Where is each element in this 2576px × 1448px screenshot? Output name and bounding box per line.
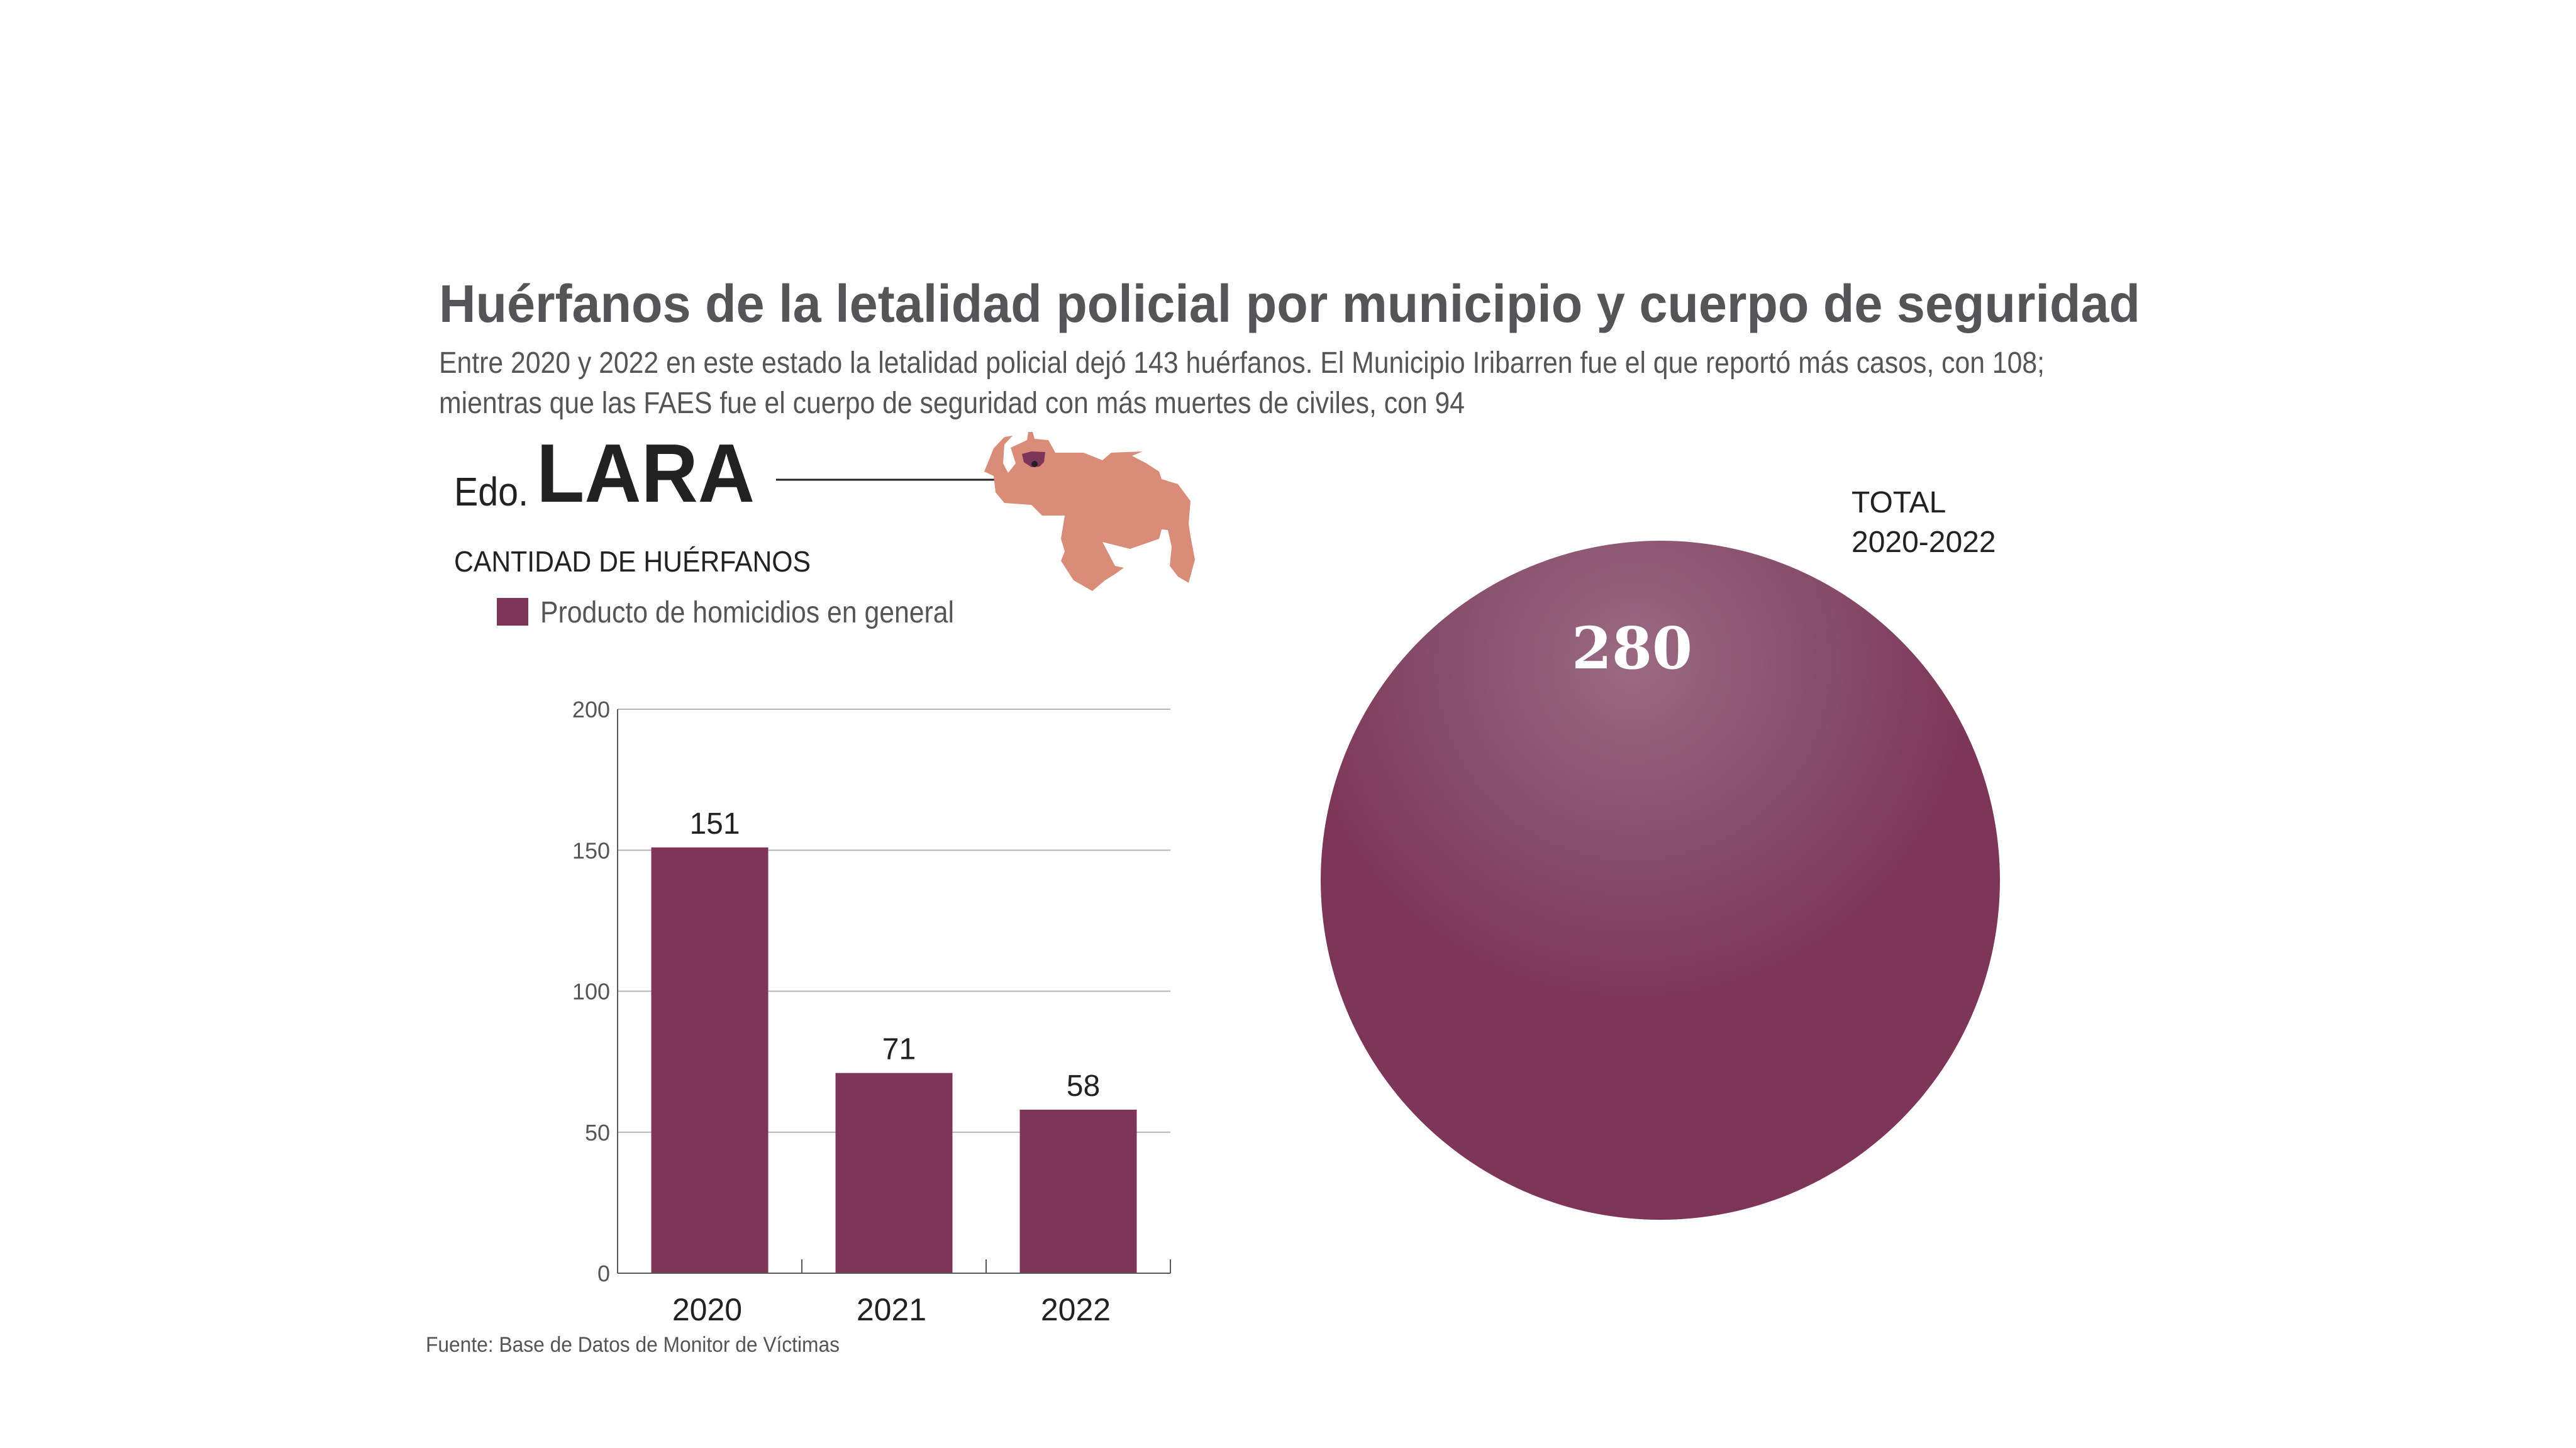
- x-tick-label: 2022: [1041, 1292, 1111, 1327]
- state-prefix: Edo.: [454, 469, 528, 514]
- x-tick-label: 2021: [857, 1292, 926, 1327]
- lara-state-highlight: [1022, 451, 1045, 467]
- y-tick-label: 150: [572, 837, 610, 863]
- bar-2022: [1019, 1109, 1137, 1273]
- y-tick-label: 0: [597, 1261, 610, 1286]
- total-bubble: [1321, 541, 2000, 1220]
- total-label-line-2: 2020-2022: [1852, 526, 1996, 559]
- source-note: Fuente: Base de Datos de Monitor de Víct…: [426, 1333, 840, 1357]
- bar-value-label: 58: [1067, 1069, 1100, 1103]
- x-tick-label: 2020: [672, 1292, 742, 1327]
- legend-swatch: [497, 598, 528, 626]
- subtitle-line-2: mientras que las FAES fue el cuerpo de s…: [439, 387, 1465, 420]
- legend-label: Producto de homicidios en general: [540, 596, 954, 629]
- y-tick-label: 200: [572, 697, 610, 722]
- location-marker-icon: [1031, 461, 1038, 467]
- y-tick-label: 50: [585, 1120, 610, 1146]
- y-tick-label: 100: [572, 979, 610, 1005]
- bar-2020: [651, 847, 769, 1273]
- subtitle-line-1: Entre 2020 y 2022 en este estado la leta…: [439, 346, 2045, 380]
- page-title: Huérfanos de la letalidad policial por m…: [439, 274, 2140, 333]
- venezuela-map: [984, 432, 1195, 591]
- total-value: 280: [1572, 614, 1692, 682]
- bar-chart: 0 50 100 150 200 151 2020 71 2021 58 2022: [572, 697, 1171, 1327]
- bar-2021: [835, 1073, 953, 1273]
- bar-value-label: 151: [689, 807, 740, 841]
- total-label-line-1: TOTAL: [1852, 486, 1946, 519]
- section-label: CANTIDAD DE HUÉRFANOS: [454, 545, 811, 578]
- state-name: LARA: [536, 427, 755, 519]
- bar-value-label: 71: [882, 1033, 916, 1066]
